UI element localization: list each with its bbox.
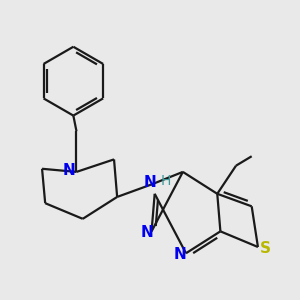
Text: N: N [144,176,156,190]
Text: N: N [62,163,75,178]
Text: H: H [160,174,171,188]
Text: S: S [260,241,271,256]
Text: N: N [140,225,153,240]
Text: N: N [173,247,186,262]
